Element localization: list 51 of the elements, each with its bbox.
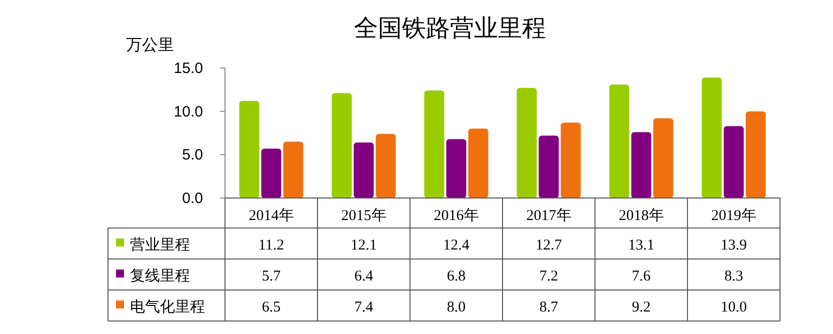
bar (424, 90, 444, 198)
data-label: 9.2 (632, 300, 651, 316)
legend-label: 电气化里程 (130, 298, 205, 316)
data-label: 6.8 (446, 268, 466, 284)
data-label: 7.6 (632, 268, 652, 284)
x-tick-label: 2019年 (711, 207, 756, 224)
bar (560, 122, 581, 198)
x-tick-label: 2014年 (248, 207, 294, 224)
data-label: 8.0 (446, 300, 466, 316)
data-label: 7.4 (354, 300, 374, 316)
x-tick-label: 2018年 (618, 207, 664, 224)
bar (516, 88, 537, 198)
bar (354, 142, 374, 198)
data-label: 5.7 (262, 268, 282, 284)
data-label: 8.7 (539, 300, 559, 316)
data-label: 7.2 (539, 268, 558, 284)
bar (609, 84, 630, 198)
bar (376, 134, 396, 198)
bar (702, 78, 722, 198)
data-label: 11.2 (258, 238, 284, 254)
bar (538, 136, 559, 198)
data-label: 12.1 (350, 238, 377, 254)
data-label: 12.7 (536, 238, 562, 254)
bar (653, 118, 674, 198)
y-tick-label: 0.0 (182, 190, 203, 207)
x-tick-label: 2017年 (526, 207, 572, 224)
bar (724, 126, 744, 198)
x-tick-label: 2015年 (341, 207, 386, 224)
legend-label: 营业里程 (130, 236, 190, 254)
bar (746, 111, 766, 198)
chart-title: 全国铁路营业里程 (354, 14, 546, 42)
y-axis-title: 万公里 (126, 35, 174, 54)
y-tick-label: 5.0 (182, 146, 203, 164)
legend-label: 复线里程 (130, 266, 190, 284)
bar (239, 100, 260, 198)
y-tick-label: 15.0 (174, 60, 203, 77)
data-label: 8.3 (724, 268, 744, 284)
bar (332, 93, 352, 198)
bar (446, 139, 466, 198)
data-label: 13.9 (720, 238, 747, 254)
data-label: 10.0 (720, 300, 747, 316)
bar (261, 148, 282, 198)
bar (283, 142, 304, 198)
y-tick-label: 10.0 (174, 103, 203, 120)
data-label: 12.4 (443, 238, 470, 254)
data-label: 6.4 (354, 268, 374, 284)
bar (631, 132, 652, 198)
data-label: 13.1 (628, 238, 654, 254)
x-tick-label: 2016年 (434, 207, 479, 224)
bar (468, 128, 488, 198)
data-label: 6.5 (262, 300, 281, 316)
